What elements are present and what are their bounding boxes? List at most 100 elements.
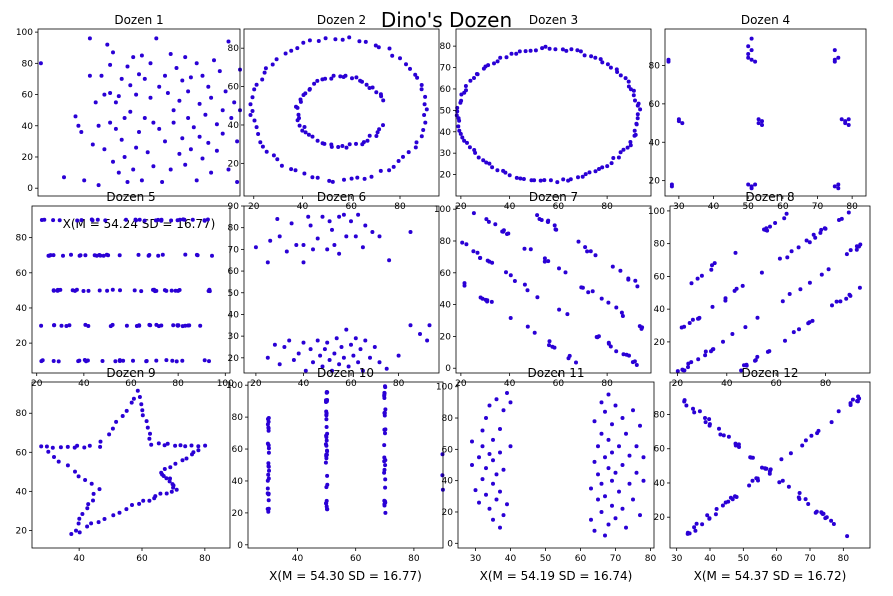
data-point [367, 86, 372, 90]
data-point [266, 428, 271, 433]
data-point [489, 299, 494, 304]
data-point [174, 359, 179, 364]
data-point [177, 217, 182, 222]
data-point [167, 479, 172, 484]
data-point [145, 425, 150, 430]
data-point [77, 530, 82, 535]
data-point [171, 108, 176, 113]
data-point [603, 455, 607, 460]
data-point [168, 167, 173, 172]
y-tick-label: 60 [16, 448, 28, 458]
data-point [419, 87, 424, 92]
data-point [460, 135, 465, 140]
data-point [64, 324, 69, 328]
data-point [583, 172, 588, 177]
data-point [504, 55, 509, 60]
data-point [341, 212, 346, 217]
axes-frame [669, 381, 871, 549]
data-point [254, 82, 259, 87]
data-point [620, 506, 625, 511]
x-tick-label: 80 [199, 554, 211, 564]
data-point [158, 491, 163, 496]
data-point [180, 78, 185, 83]
x-axis-label: X(M = 54.37 SD = 16.72) [694, 569, 847, 583]
scatter-panel-12: 30 40 50 60 70 80 20 40 60 80 Dozen 12 X(M = 54.37 … [654, 366, 871, 583]
data-point [44, 444, 49, 449]
data-point [139, 402, 144, 407]
data-point [474, 72, 479, 76]
data-point [613, 470, 618, 475]
data-point [631, 408, 635, 413]
data-point [440, 452, 445, 457]
data-point [171, 323, 176, 328]
data-point [484, 492, 488, 497]
data-point [490, 165, 495, 170]
data-point [325, 482, 330, 487]
data-point [689, 281, 694, 286]
data-point [139, 289, 144, 294]
x-tick-label: 70 [812, 202, 824, 212]
data-point [753, 59, 758, 64]
data-point [697, 409, 702, 414]
data-point [164, 358, 169, 363]
data-point [65, 463, 70, 468]
data-point [320, 214, 325, 219]
data-point [694, 521, 699, 526]
x-tick-label: 80 [172, 379, 184, 389]
data-point [826, 267, 831, 272]
data-point [491, 437, 495, 442]
data-point [514, 175, 519, 180]
data-point [382, 396, 387, 400]
data-point [484, 466, 488, 471]
data-point [182, 217, 187, 222]
data-point [749, 48, 754, 53]
data-point [517, 49, 522, 54]
x-axis-label: X(M = 54.19 SD = 16.74) [480, 569, 633, 583]
data-point [583, 245, 588, 250]
data-point [773, 221, 778, 225]
data-point [378, 168, 383, 173]
data-point [162, 467, 167, 471]
data-point [297, 123, 302, 128]
data-point [614, 67, 619, 72]
data-point [78, 253, 83, 258]
data-point [354, 75, 359, 80]
data-point [148, 95, 153, 100]
data-point [266, 461, 271, 466]
y-tick-label: 100 [16, 28, 33, 38]
data-point [532, 178, 537, 183]
data-point [294, 243, 299, 247]
data-point [248, 102, 253, 107]
data-point [707, 417, 712, 422]
data-point [813, 510, 818, 515]
data-point [626, 276, 631, 281]
data-point [823, 516, 828, 521]
data-point [256, 132, 261, 136]
data-point [586, 290, 591, 295]
data-point [137, 130, 141, 134]
data-point [74, 528, 78, 533]
axes-frame [243, 205, 440, 374]
x-tick-label: 60 [345, 379, 357, 389]
data-point [266, 472, 271, 477]
data-point [334, 336, 339, 341]
data-point [51, 218, 56, 223]
y-tick-label: 20 [654, 513, 666, 523]
data-point [50, 445, 55, 450]
panel-title: Dozen 4 [741, 13, 790, 27]
data-point [164, 491, 169, 496]
y-tick-label: 80 [16, 409, 28, 419]
data-point [492, 61, 496, 66]
data-point [329, 144, 334, 149]
data-point [186, 323, 191, 328]
data-point [837, 218, 841, 222]
data-point [390, 53, 395, 58]
data-point [634, 121, 639, 126]
y-tick-label: 80 [16, 234, 28, 244]
data-point [97, 487, 102, 492]
data-point [589, 486, 593, 491]
y-tick-label: 0 [27, 184, 33, 194]
data-point [196, 448, 201, 453]
data-point [95, 217, 100, 222]
data-point [848, 248, 853, 253]
